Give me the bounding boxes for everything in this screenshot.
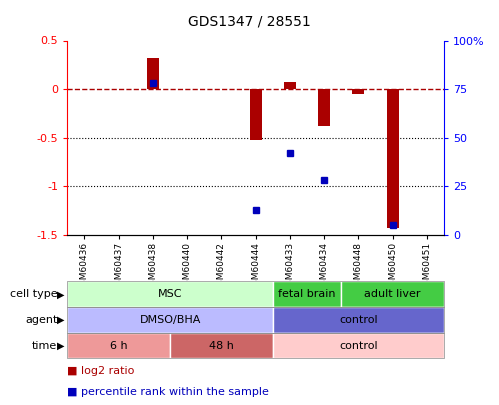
Text: ▶: ▶ [57, 289, 65, 299]
Text: ▶: ▶ [57, 315, 65, 325]
Bar [318, 89, 330, 126]
Text: ■ percentile rank within the sample: ■ percentile rank within the sample [67, 387, 269, 397]
Bar [387, 89, 399, 228]
Text: adult liver: adult liver [364, 289, 421, 299]
Text: agent: agent [25, 315, 57, 325]
Text: time: time [32, 341, 57, 351]
Text: DMSO/BHA: DMSO/BHA [139, 315, 201, 325]
Text: MSC: MSC [158, 289, 182, 299]
Bar [147, 58, 159, 89]
Bar [250, 89, 262, 140]
Bar [352, 89, 364, 94]
Text: ▶: ▶ [57, 341, 65, 351]
Bar [284, 82, 296, 89]
Text: control: control [339, 315, 378, 325]
Text: control: control [339, 341, 378, 351]
Text: fetal brain: fetal brain [278, 289, 336, 299]
Text: GDS1347 / 28551: GDS1347 / 28551 [188, 14, 311, 28]
Text: ■ log2 ratio: ■ log2 ratio [67, 367, 135, 377]
Text: cell type: cell type [10, 289, 57, 299]
Text: 48 h: 48 h [209, 341, 234, 351]
Text: 6 h: 6 h [110, 341, 128, 351]
